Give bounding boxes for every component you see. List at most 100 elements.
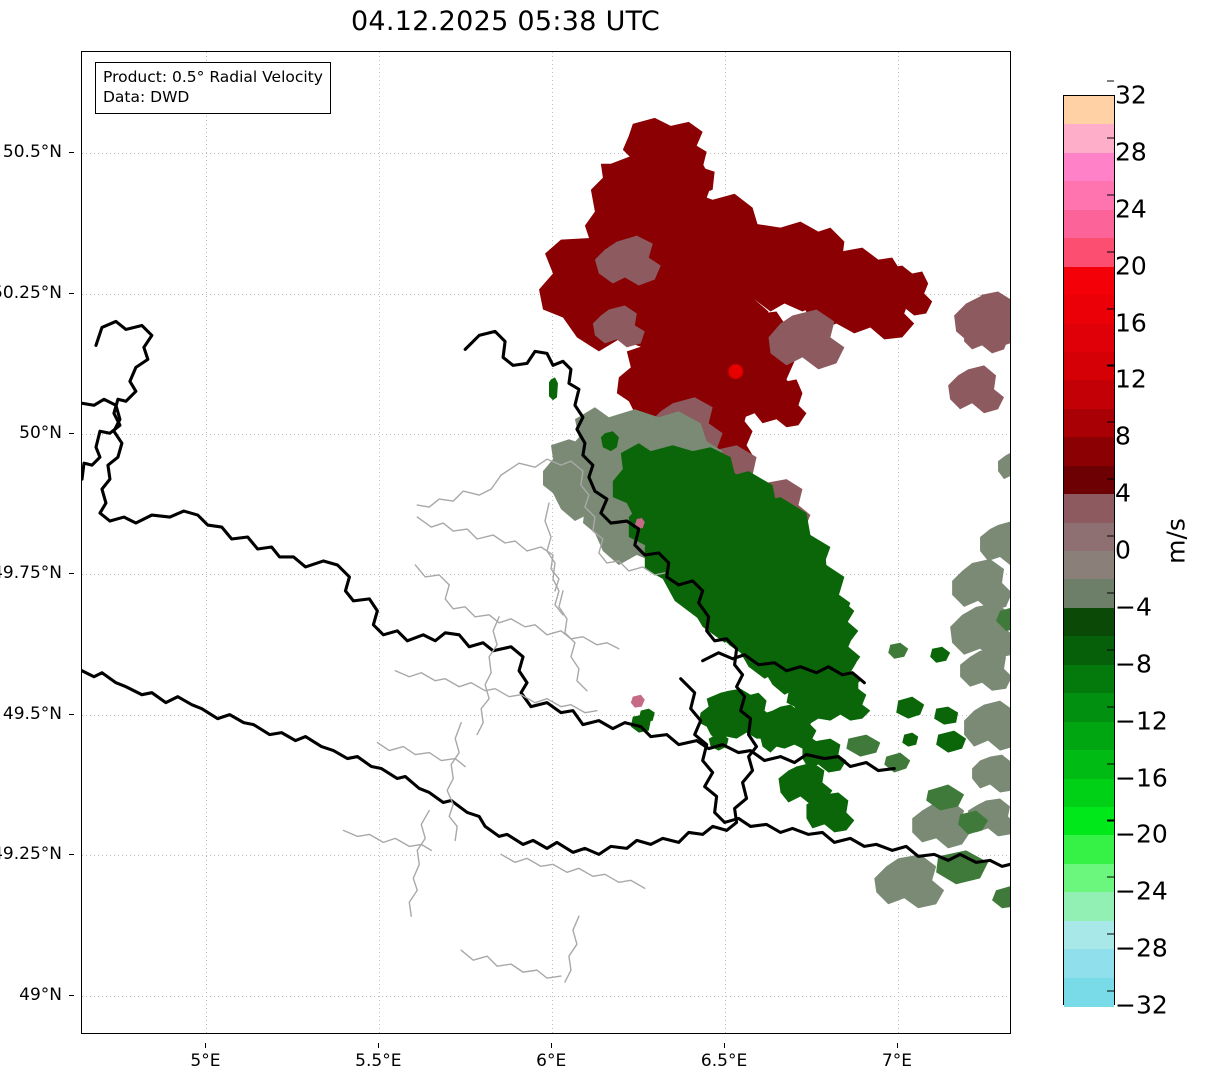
colorbar-tick-label: −16 [1107,763,1168,792]
colorbar-band [1064,920,1114,950]
radar-site-layer[interactable] [82,52,1010,1033]
colorbar-band [1064,465,1114,495]
colorbar-tick-label: 12 [1107,364,1147,394]
colorbar-band [1064,351,1114,381]
colorbar-band [1064,181,1114,211]
colorbar-band [1064,977,1114,1007]
colorbar-axis-label: m/s [1161,517,1191,564]
radar-echo-layer [539,117,1010,909]
colorbar-band [1064,408,1114,438]
colorbar-tickmark [1107,308,1114,310]
x-axis-tick-label: 5.5°E [355,1051,402,1071]
colorbar-band [1064,579,1114,609]
colorbar-tickmark [1107,819,1114,822]
y-axis-tickmark [69,432,74,434]
colorbar-tickmark [1107,478,1114,480]
colorbar-band [1064,380,1114,410]
colorbar-band [1064,863,1114,893]
colorbar-tick-labels: 32 28 24 20 16 12 8 4 0 −4 −8 −12 −16 −20 −24 −28 −32 [1107,80,1175,1020]
colorbar-band [1064,494,1114,524]
colorbar-tickmark [1107,592,1114,594]
x-axis-tickmark [896,1043,898,1048]
colorbar-band [1064,892,1114,922]
colorbar-tickmark [1107,137,1114,139]
radar-map-plot[interactable]: Product: 0.5° Radial Velocity Data: DWD [81,51,1011,1034]
colorbar-tick-label: 0 [1107,535,1131,565]
colorbar-tickmark [1107,80,1114,82]
colorbar-tick-label: 16 [1107,308,1147,337]
data-source-line: Data: DWD [103,88,190,107]
y-axis-tick-label: 49.75°N [0,563,62,584]
colorbar-tickmark [1107,421,1114,423]
colorbar-band [1064,323,1114,353]
y-axis-tickmark [69,713,74,715]
echo-outbound-north [539,117,933,470]
colorbar-tickmark [1107,876,1114,878]
colorbar-band [1064,806,1114,836]
y-axis-tickmark [69,854,74,856]
colorbar-tickmark [1107,933,1114,935]
admin-border-layer [342,458,666,983]
colorbar-band [1064,522,1114,552]
colorbar-tick-label: 24 [1107,194,1147,223]
colorbar[interactable] [1063,95,1115,1007]
colorbar-tick-label: 32 [1107,80,1147,110]
gridline-horizontal [82,855,1010,857]
y-axis-tick-label: 50°N [19,422,62,443]
colorbar-band [1064,96,1114,126]
colorbar-band [1064,295,1114,325]
colorbar-band [1064,209,1114,239]
x-axis-tick-label: 7°E [881,1051,912,1071]
colorbar-tick-label: −12 [1107,706,1168,735]
colorbar-band [1064,721,1114,751]
x-axis-tickmark [551,1043,553,1048]
x-axis-tickmark [724,1043,726,1048]
colorbar-band [1064,949,1114,979]
colorbar-band [1064,124,1114,154]
colorbar-tick-label: −28 [1107,933,1168,963]
gridline-horizontal [82,995,1010,997]
y-axis-tick-label: 50.5°N [2,142,62,163]
y-axis-tick-label: 50.25°N [0,282,62,303]
echo-inbound-core [548,377,967,833]
y-axis-tickmark [69,292,74,294]
gridline-horizontal [82,574,1010,576]
colorbar-tickmark [1107,763,1114,765]
x-axis-tick-label: 6°E [536,1051,567,1071]
colorbar-band [1064,238,1114,268]
colorbar-tick-label: −24 [1107,876,1168,906]
x-axis-tickmark [378,1043,380,1048]
colorbar-band [1064,778,1114,808]
radar-site-marker[interactable] [727,363,744,380]
colorbar-tickmark [1107,535,1114,537]
colorbar-band [1064,664,1114,694]
colorbar-tick-label: 4 [1107,478,1131,508]
colorbar-band [1064,636,1114,666]
colorbar-tick-label: −32 [1107,990,1168,1020]
national-border-layer [82,319,1010,868]
gridline-horizontal [82,714,1010,716]
gridline-horizontal [82,153,1010,155]
colorbar-tickmark [1107,706,1114,708]
colorbar-band [1064,607,1114,637]
gridline-vertical [379,52,381,1033]
x-axis-labels: 5°E 5.5°E 6°E 6.5°E 7°E [81,1043,1011,1071]
colorbar-tick-label: −4 [1107,592,1152,621]
colorbar-band [1064,750,1114,780]
colorbar-tickmark [1107,649,1114,651]
page-title: 04.12.2025 05:38 UTC [350,6,661,37]
colorbar-tick-label: 20 [1107,251,1147,280]
y-axis-tick-label: 49.5°N [2,703,62,724]
colorbar-band [1064,551,1114,581]
colorbar-gradient [1063,95,1115,1007]
colorbar-tick-label: −20 [1107,819,1168,849]
colorbar-tickmark [1107,251,1114,253]
colorbar-tickmark [1107,990,1114,992]
y-axis-labels: 50.5°N 50.25°N 50°N 49.75°N 49.5°N 49.25°N 49°… [0,51,74,1034]
colorbar-tick-label: 8 [1107,421,1131,451]
colorbar-band [1064,437,1114,467]
gridline-vertical [897,52,899,1033]
y-axis-tick-label: 49°N [19,984,62,1005]
y-axis-tickmark [69,573,74,575]
colorbar-band [1064,266,1114,296]
